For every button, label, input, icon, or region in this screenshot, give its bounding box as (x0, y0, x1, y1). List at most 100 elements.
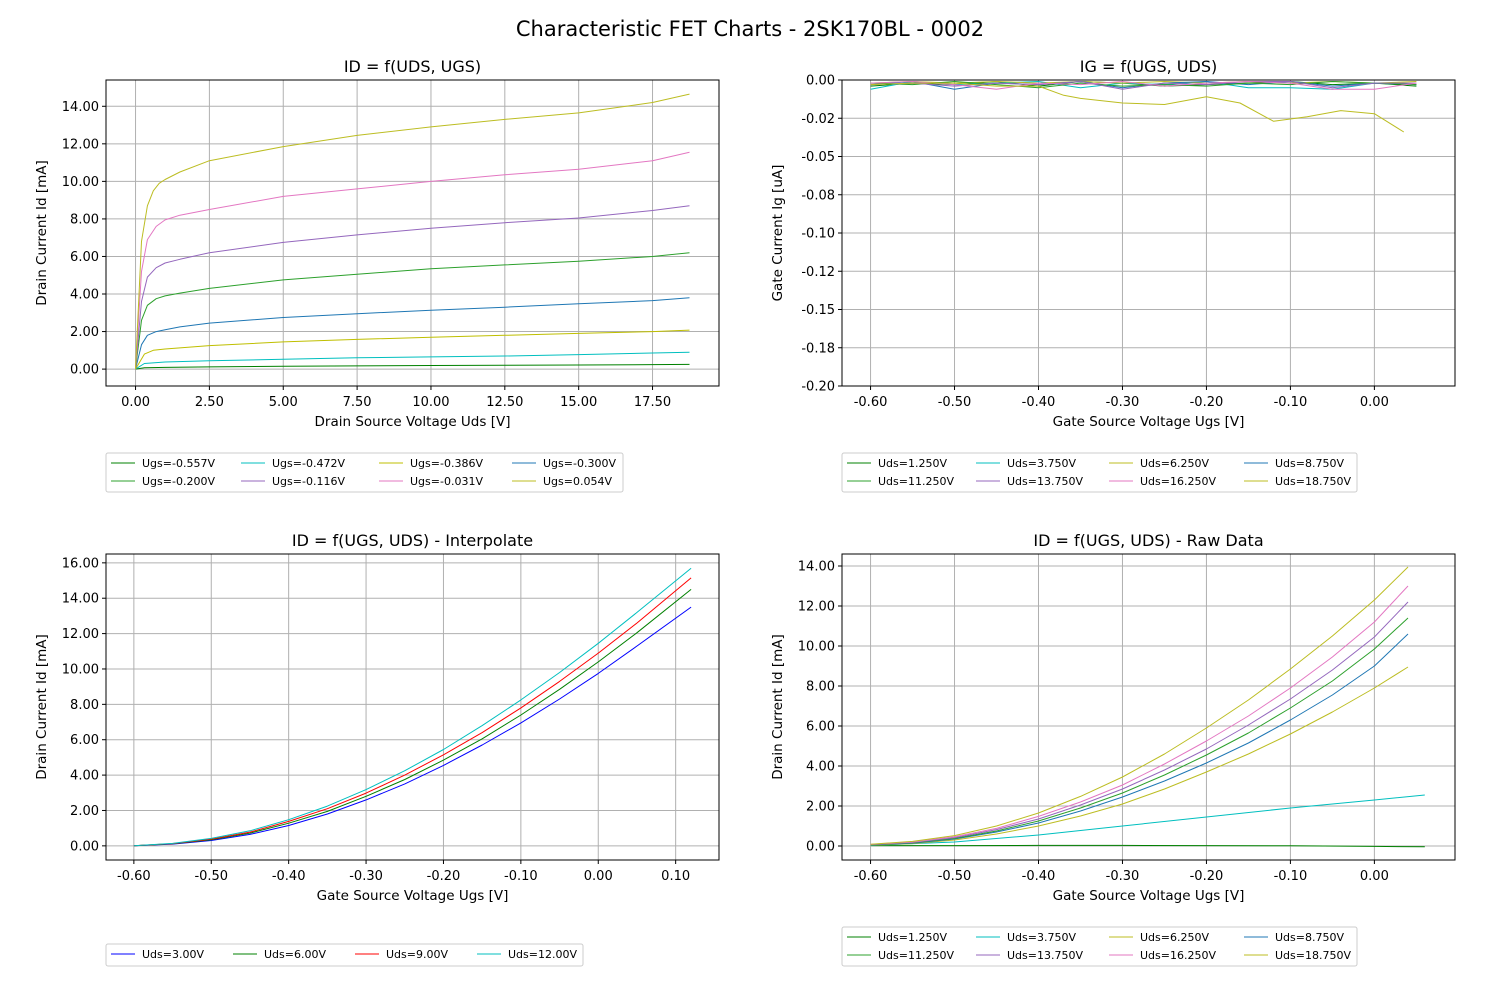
x-tick-label: -0.60 (117, 869, 151, 884)
y-tick-label: 0.00 (70, 839, 99, 854)
legend-label: Ugs=-0.116V (272, 475, 345, 488)
legend-label: Ugs=-0.472V (272, 457, 345, 470)
legend-label: Ugs=0.054V (543, 475, 612, 488)
y-axis-label: Drain Current Id [mA] (34, 160, 50, 306)
series-line-ugs-0-557v (135, 363, 690, 370)
x-tick-label: 0.00 (584, 869, 613, 884)
y-tick-label: 10.00 (62, 175, 99, 190)
x-tick-label: 17.50 (634, 395, 671, 410)
legend-label: Ugs=-0.386V (410, 457, 483, 470)
legend-label: Uds=6.00V (264, 948, 326, 961)
plot-frame (105, 553, 720, 861)
x-tick-label: -0.50 (938, 395, 972, 410)
y-tick-label: 16.00 (62, 556, 99, 571)
series-line-ugs-0-200v (135, 252, 690, 370)
legend-box (841, 926, 1358, 967)
legend-label: Uds=13.750V (1007, 475, 1083, 488)
x-tick-label: 5.00 (269, 395, 298, 410)
y-tick-label: 0.00 (806, 840, 835, 855)
x-axis-label: Gate Source Voltage Ugs [V] (317, 888, 509, 904)
x-axis-label: Gate Source Voltage Ugs [V] (1053, 888, 1245, 904)
series-line-uds-11-250v (870, 617, 1409, 846)
x-tick-label: -0.40 (1022, 869, 1056, 884)
y-tick-label: 4.00 (806, 760, 835, 775)
series-line-uds-8-750v (870, 633, 1409, 846)
y-tick-label: 0.00 (806, 74, 835, 89)
x-tick-label: -0.60 (854, 395, 888, 410)
series-line-uds-9-00v (133, 577, 692, 847)
legend-label: Uds=8.750V (1275, 457, 1344, 470)
chart-title: IG = f(UGS, UDS) (1080, 57, 1217, 76)
series-line-uds-18-750v (870, 566, 1409, 845)
y-tick-label: 12.00 (798, 600, 835, 615)
legend-label: Ugs=-0.557V (142, 457, 215, 470)
series-group (133, 567, 692, 847)
x-tick-label: -0.40 (272, 869, 306, 884)
series-line-ugs-0-054v (135, 93, 690, 370)
y-tick-label: 0.00 (70, 363, 99, 378)
x-tick-label: -0.10 (1274, 395, 1308, 410)
legend: Uds=3.00V Uds=6.00V Uds=9.00V Uds=12.00V (105, 943, 584, 967)
legend-label: Uds=16.250V (1140, 949, 1216, 962)
chart-panel-1: 0.00 2.50 5.00 7.50 10.00 12.50 15.00 17.50 0.00… (34, 57, 720, 493)
series-line-ugs-0-472v (135, 351, 690, 370)
x-tick-label: -0.50 (194, 869, 228, 884)
series-line-ugs-0-031v (135, 151, 690, 370)
legend-label: Uds=1.250V (878, 457, 947, 470)
series-group (870, 566, 1425, 848)
x-tick-label: -0.60 (854, 869, 888, 884)
x-tick-label: -0.30 (1106, 395, 1140, 410)
x-tick-label: -0.20 (1190, 395, 1224, 410)
series-line-uds-13-750v (870, 601, 1409, 846)
series-line-uds-12-00v (133, 567, 692, 847)
y-tick-label: -0.10 (801, 227, 835, 242)
chart-title: ID = f(UGS, UDS) - Raw Data (1033, 531, 1263, 550)
x-tick-label: 0.10 (661, 869, 690, 884)
x-tick-label: -0.50 (938, 869, 972, 884)
y-tick-label: 14.00 (62, 592, 99, 607)
legend-box (105, 452, 624, 493)
series-line-uds-3-00v (133, 606, 692, 847)
x-tick-label: 7.50 (343, 395, 372, 410)
y-tick-label: 14.00 (62, 100, 99, 115)
y-tick-label: 14.00 (798, 560, 835, 575)
y-tick-label: 10.00 (62, 662, 99, 677)
chart-panel-3: -0.60 -0.50 -0.40 -0.30 -0.20 -0.10 0.00 0.10 0.… (34, 531, 720, 967)
y-tick-label: -0.20 (801, 380, 835, 395)
y-tick-label: -0.12 (801, 265, 835, 280)
series-line-uds-18-750v (870, 82, 1405, 133)
chart-title: ID = f(UDS, UGS) (344, 57, 481, 76)
legend-label: Uds=18.750V (1275, 475, 1351, 488)
y-tick-label: -0.15 (801, 303, 835, 318)
legend-label: Uds=3.750V (1007, 931, 1076, 944)
series-group (870, 81, 1417, 133)
x-tick-label: 12.50 (486, 395, 523, 410)
plot-frame (105, 79, 720, 387)
y-tick-label: 4.00 (70, 769, 99, 784)
y-tick-label: 10.00 (798, 640, 835, 655)
y-tick-label: -0.08 (801, 188, 835, 203)
series-line-ugs-0-116v (135, 205, 690, 370)
x-tick-label: -0.40 (1022, 395, 1056, 410)
y-tick-label: -0.05 (801, 150, 835, 165)
legend: Ugs=-0.557V Ugs=-0.472V Ugs=-0.386V Ugs=-0.… (105, 452, 624, 493)
y-axis-label: Gate Current Ig [uA] (770, 165, 786, 302)
y-axis-label: Drain Current Id [mA] (770, 634, 786, 780)
x-tick-label: 0.00 (121, 395, 150, 410)
y-tick-label: 6.00 (70, 733, 99, 748)
x-tick-label: 2.50 (195, 395, 224, 410)
series-line-uds-3-750v (870, 794, 1425, 846)
x-tick-label: -0.30 (349, 869, 383, 884)
plot-frame (841, 553, 1456, 861)
legend-label: Uds=13.750V (1007, 949, 1083, 962)
chart-panel-2: -0.60 -0.50 -0.40 -0.30 -0.20 -0.10 0.00 0.00 -0… (770, 57, 1456, 493)
x-axis-label: Drain Source Voltage Uds [V] (315, 414, 511, 430)
y-tick-label: -0.18 (801, 341, 835, 356)
y-tick-label: 6.00 (806, 720, 835, 735)
series-line-ugs-0-300v (135, 297, 690, 370)
y-tick-label: 6.00 (70, 250, 99, 265)
legend-label: Ugs=-0.300V (543, 457, 616, 470)
series-line-uds-6-00v (133, 589, 692, 847)
legend-label: Ugs=-0.031V (410, 475, 483, 488)
x-tick-label: -0.10 (1274, 869, 1308, 884)
